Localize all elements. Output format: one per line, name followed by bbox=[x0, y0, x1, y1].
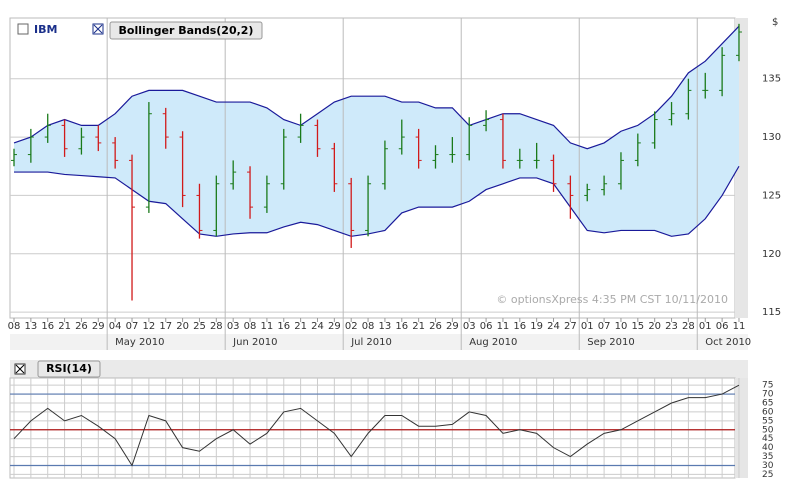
month-label: Oct 2010 bbox=[705, 337, 751, 348]
y-tick-label: 55 bbox=[762, 416, 773, 426]
x-tick-label: 28 bbox=[682, 321, 695, 332]
x-tick-label: 25 bbox=[193, 321, 206, 332]
x-tick-label: 15 bbox=[631, 321, 644, 332]
y-tick-label: 75 bbox=[762, 381, 773, 391]
x-tick-label: 16 bbox=[277, 321, 290, 332]
checkbox[interactable] bbox=[17, 23, 29, 35]
band-line bbox=[13, 25, 740, 150]
x-tick-label: 29 bbox=[92, 321, 105, 332]
x-tick-label: 03 bbox=[463, 321, 476, 332]
month-label: Jun 2010 bbox=[232, 337, 277, 348]
x-tick-label: 12 bbox=[143, 321, 156, 332]
watermark: © optionsXpress 4:35 PM CST 10/11/2010 bbox=[496, 293, 728, 306]
x-tick-label: 08 bbox=[8, 321, 21, 332]
x-tick-label: 11 bbox=[261, 321, 274, 332]
y-tick-label: 25 bbox=[762, 470, 773, 480]
rsi-line bbox=[13, 384, 740, 467]
x-tick-label: 06 bbox=[716, 321, 729, 332]
month-label: Sep 2010 bbox=[587, 337, 634, 348]
x-tick-label: 29 bbox=[328, 321, 341, 332]
y-unit: $ bbox=[772, 17, 778, 28]
legend-ibm: IBM bbox=[34, 23, 57, 36]
month-strip bbox=[10, 334, 748, 350]
x-tick-label: 13 bbox=[379, 321, 392, 332]
bands-button[interactable] bbox=[109, 21, 263, 40]
y-tick-label: 135 bbox=[762, 74, 781, 85]
x-tick-label: 02 bbox=[345, 321, 358, 332]
x-tick-label: 03 bbox=[227, 321, 240, 332]
y-tick-label: 130 bbox=[762, 132, 781, 143]
x-tick-label: 26 bbox=[429, 321, 442, 332]
band-fill bbox=[14, 26, 739, 237]
y-tick-label: 125 bbox=[762, 190, 781, 201]
rsi-header bbox=[10, 360, 748, 378]
y-tick-label: 30 bbox=[762, 461, 774, 471]
x-tick-label: 11 bbox=[497, 321, 510, 332]
x-tick-label: 27 bbox=[564, 321, 577, 332]
x-tick-label: 01 bbox=[581, 321, 594, 332]
x-tick-label: 08 bbox=[362, 321, 375, 332]
y-tick-label: 60 bbox=[762, 407, 774, 417]
x-tick-label: 16 bbox=[395, 321, 408, 332]
x-tick-label: 29 bbox=[446, 321, 459, 332]
x-tick-label: 24 bbox=[311, 321, 324, 332]
x-tick-label: 21 bbox=[412, 321, 425, 332]
month-label: May 2010 bbox=[115, 337, 164, 348]
bands-label: Bollinger Bands(20,2) bbox=[119, 24, 254, 37]
x-tick-label: 19 bbox=[530, 321, 543, 332]
x-tick-label: 16 bbox=[513, 321, 526, 332]
x-tick-label: 08 bbox=[244, 321, 257, 332]
rsi-button[interactable] bbox=[37, 360, 101, 378]
x-tick-label: 11 bbox=[733, 321, 746, 332]
y-tick-label: 35 bbox=[762, 452, 773, 462]
y-tick-label: 115 bbox=[762, 307, 781, 318]
rsi-title: RSI(14) bbox=[46, 362, 92, 375]
future-area bbox=[735, 378, 748, 478]
x-tick-label: 21 bbox=[294, 321, 307, 332]
x-tick-label: 28 bbox=[210, 321, 223, 332]
y-tick-label: 45 bbox=[762, 434, 773, 444]
x-tick-label: 24 bbox=[547, 321, 560, 332]
y-tick-label: 50 bbox=[762, 425, 774, 435]
month-label: Jul 2010 bbox=[350, 337, 392, 348]
x-tick-label: 26 bbox=[75, 321, 88, 332]
x-tick-label: 04 bbox=[109, 321, 122, 332]
x-tick-label: 16 bbox=[41, 321, 54, 332]
check bbox=[93, 24, 103, 34]
x-tick-label: 07 bbox=[126, 321, 139, 332]
month-label: Aug 2010 bbox=[469, 337, 517, 348]
y-tick-label: 40 bbox=[762, 443, 774, 453]
x-tick-label: 01 bbox=[699, 321, 712, 332]
x-tick-label: 21 bbox=[58, 321, 71, 332]
x-tick-label: 10 bbox=[615, 321, 628, 332]
x-tick-label: 23 bbox=[665, 321, 678, 332]
band-line bbox=[14, 165, 740, 237]
y-tick-label: 120 bbox=[762, 249, 781, 260]
x-tick-label: 13 bbox=[24, 321, 37, 332]
x-tick-label: 20 bbox=[648, 321, 661, 332]
x-tick-label: 17 bbox=[159, 321, 172, 332]
x-tick-label: 07 bbox=[598, 321, 611, 332]
y-tick-label: 65 bbox=[762, 399, 773, 409]
x-tick-label: 06 bbox=[480, 321, 493, 332]
check bbox=[15, 364, 25, 374]
y-tick-label: 70 bbox=[762, 390, 774, 400]
x-tick-label: 20 bbox=[176, 321, 189, 332]
